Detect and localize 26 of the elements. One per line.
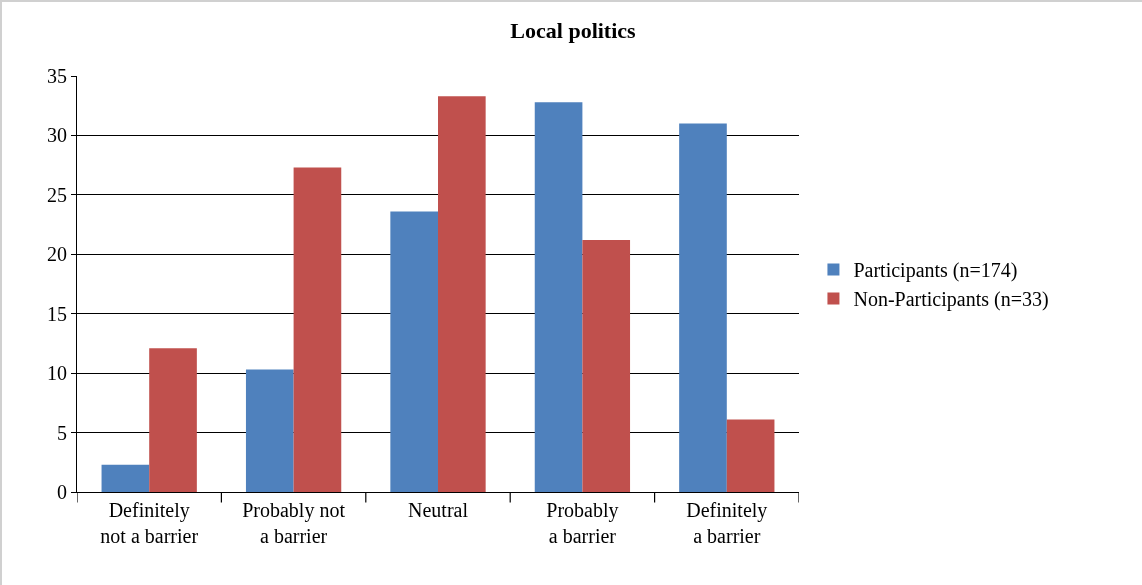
y-tick-label: 25 [47, 183, 67, 206]
bar [534, 102, 583, 492]
y-tick-label: 0 [57, 481, 67, 503]
x-tick-label: Neutral [408, 499, 469, 521]
bar [101, 464, 150, 492]
y-tick-label: 5 [57, 421, 67, 444]
y-tick-label: 35 [47, 65, 67, 87]
bar [245, 369, 294, 492]
legend-label: Participants (n=174) [853, 259, 1018, 283]
x-tick-label: Probably a barrier [546, 499, 619, 547]
bar [582, 240, 631, 492]
x-tick-label: Definitely a barrier [686, 499, 768, 547]
bar [726, 419, 775, 492]
y-tick-label: 30 [47, 124, 67, 147]
bar [679, 123, 727, 492]
bar [149, 348, 197, 492]
bar [293, 167, 342, 492]
x-tick-label: Probably not a barrier [242, 499, 346, 547]
legend-label: Non-Participants (n=33) [853, 288, 1049, 312]
x-tick-label: Definitely not a barrier [100, 499, 199, 547]
bar [438, 96, 486, 492]
y-tick-label: 20 [47, 243, 67, 266]
y-tick-label: 10 [47, 362, 67, 385]
chart-title: Local politics [510, 17, 637, 43]
bar [390, 211, 438, 492]
y-tick-label: 15 [47, 302, 67, 325]
